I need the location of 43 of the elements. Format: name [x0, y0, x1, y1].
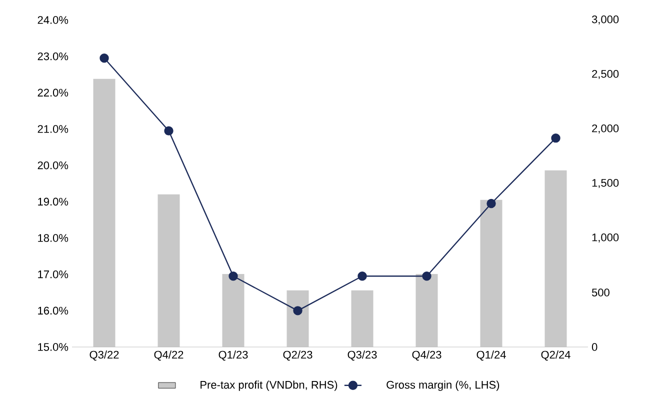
x-tick-label: Q4/22	[154, 350, 184, 361]
y2-tick-label: 1,500	[592, 178, 619, 188]
point	[228, 272, 238, 281]
bar	[544, 170, 567, 347]
legend-label: Gross margin (%, LHS)	[386, 380, 500, 391]
bar	[93, 78, 116, 347]
bar	[222, 274, 244, 347]
point	[100, 54, 109, 63]
point	[486, 198, 496, 208]
y2-tick-label: 0	[592, 343, 598, 351]
y-tick-label: 16.0%	[38, 306, 68, 315]
x-tick-label: Q4/23	[412, 350, 442, 361]
y-tick-label: 22.0%	[38, 88, 68, 97]
y-tick-label: 17.0%	[38, 270, 68, 278]
x-tick-label: Q2/24	[541, 350, 570, 361]
point	[164, 126, 174, 136]
bar	[416, 274, 438, 347]
bar	[351, 290, 374, 347]
y2-tick-label: 2,000	[592, 124, 619, 134]
point	[358, 272, 367, 281]
y-tick-label: 15.0%	[38, 343, 68, 351]
x-tick-label: Q3/23	[348, 350, 377, 361]
point	[551, 133, 560, 143]
bar	[286, 290, 309, 347]
legend-label: Pre-tax profit (VNDbn, RHS)	[200, 380, 338, 391]
x-tick-label: Q2/23	[283, 350, 312, 361]
y2-tick-label: 2,500	[592, 70, 619, 80]
y2-tick-label: 500	[592, 288, 610, 296]
bar	[158, 194, 180, 347]
y-tick-label: 18.0%	[38, 234, 68, 242]
y-tick-label: 19.0%	[38, 198, 68, 206]
x-tick-label: Q3/22	[90, 350, 119, 361]
y2-tick-label: 1,000	[592, 233, 619, 243]
bar	[480, 200, 502, 347]
y2-tick-label: 3,000	[592, 15, 619, 25]
y-tick-label: 20.0%	[38, 161, 68, 170]
y-tick-label: 23.0%	[38, 52, 68, 60]
point	[422, 272, 432, 281]
x-tick-label: Q1/23	[218, 350, 248, 361]
point	[293, 306, 302, 316]
y-tick-label: 24.0%	[38, 16, 68, 24]
y-tick-label: 21.0%	[38, 125, 68, 133]
x-tick-label: Q1/24	[476, 350, 506, 361]
